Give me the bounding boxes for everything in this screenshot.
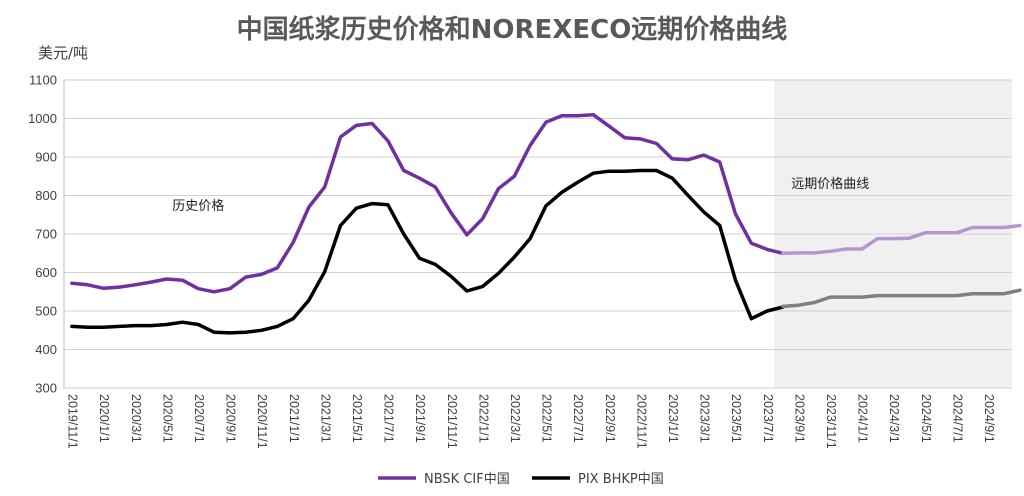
- series-lines: [70, 112, 1022, 335]
- x-tick-2023-5: 2023/5/1: [729, 394, 743, 443]
- x-tick-2021-7: 2021/7/1: [382, 394, 396, 443]
- x-tick-2024-1: 2024/1/1: [856, 394, 870, 443]
- x-tick-2021-11: 2021/11/1: [445, 394, 459, 449]
- y-tick-800: 800: [35, 188, 57, 203]
- annotation-1: 远期价格曲线: [791, 176, 869, 192]
- x-tick-2021-1: 2021/1/1: [287, 394, 301, 443]
- annotations: 历史价格 远期价格曲线: [172, 176, 869, 214]
- chart-title: 中国纸浆历史价格和NOREXECO远期价格曲线: [237, 14, 788, 45]
- y-tick-1000: 1000: [28, 111, 57, 126]
- legend-label-1: PIX BHKP中国: [578, 472, 664, 487]
- annotation-0: 历史价格: [172, 198, 224, 214]
- y-tick-900: 900: [35, 150, 57, 165]
- x-tick-2022-3: 2022/3/1: [508, 394, 522, 443]
- series-line-3: [781, 288, 1022, 309]
- x-tick-2020-3: 2020/3/1: [129, 394, 143, 443]
- x-tick-2019-11: 2019/11/1: [66, 394, 80, 449]
- x-tick-2023-1: 2023/1/1: [666, 394, 680, 443]
- y-tick-400: 400: [35, 342, 57, 357]
- x-tick-2023-3: 2023/3/1: [698, 394, 712, 443]
- y-tick-labels: 300 400 500 600 700 800 900 1000 1100: [28, 73, 57, 396]
- x-tick-2021-9: 2021/9/1: [413, 394, 427, 443]
- x-tick-2023-7: 2023/7/1: [761, 394, 775, 443]
- x-tick-2021-5: 2021/5/1: [350, 394, 364, 443]
- x-tick-labels: 2019/11/1 2020/1/1 2020/3/1 2020/5/1 2020/7/…: [66, 394, 996, 449]
- x-tick-2024-9: 2024/9/1: [982, 394, 996, 443]
- y-tick-600: 600: [35, 265, 57, 280]
- x-tick-2020-7: 2020/7/1: [192, 394, 206, 443]
- x-tick-2022-9: 2022/9/1: [603, 394, 617, 443]
- x-tick-2022-1: 2022/1/1: [476, 394, 490, 443]
- y-tick-700: 700: [35, 227, 57, 242]
- y-axis-unit-label: 美元/吨: [38, 44, 88, 62]
- x-tick-2022-7: 2022/7/1: [571, 394, 585, 443]
- x-tick-2023-9: 2023/9/1: [792, 394, 806, 443]
- x-tick-2020-11: 2020/11/1: [255, 394, 269, 449]
- x-tick-2021-3: 2021/3/1: [318, 394, 332, 443]
- legend-label-0: NBSK CIF中国: [424, 472, 510, 487]
- legend: NBSK CIF中国 PIX BHKP中国: [378, 472, 664, 487]
- y-tick-1100: 1100: [29, 73, 57, 88]
- x-tick-2020-5: 2020/5/1: [160, 394, 174, 443]
- x-tick-2024-5: 2024/5/1: [919, 394, 933, 443]
- series-line-0: [70, 112, 785, 294]
- series-line-2: [781, 223, 1022, 256]
- x-tick-2022-11: 2022/11/1: [634, 394, 648, 449]
- grid-lines: [64, 79, 1012, 389]
- x-tick-2024-7: 2024/7/1: [950, 394, 964, 443]
- x-tick-2023-11: 2023/11/1: [824, 394, 838, 449]
- y-tick-300: 300: [35, 381, 57, 396]
- x-tick-2020-9: 2020/9/1: [224, 394, 238, 443]
- y-tick-500: 500: [35, 304, 57, 319]
- series-line-1: [70, 168, 785, 335]
- x-tick-2024-3: 2024/3/1: [887, 394, 901, 443]
- x-tick-2022-5: 2022/5/1: [540, 394, 554, 443]
- x-tick-2020-1: 2020/1/1: [97, 394, 111, 443]
